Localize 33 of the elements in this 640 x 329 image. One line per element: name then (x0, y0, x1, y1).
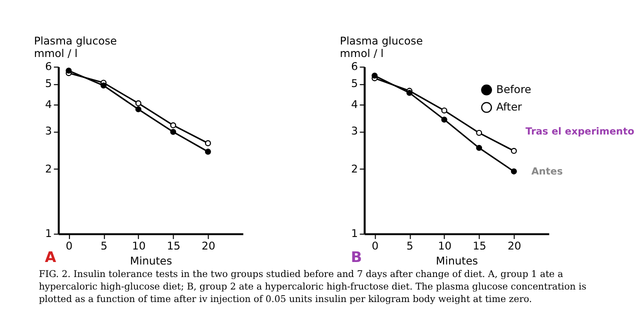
x-axis-title: Minutes (130, 254, 172, 268)
y-axis-title: Plasma glucose mmol / l (340, 34, 423, 60)
y-tick-label: 3 (45, 124, 52, 138)
x-tick-label: 0 (66, 240, 73, 253)
y-tick-label: 4 (351, 98, 358, 111)
y-tick-label: 6 (45, 60, 52, 74)
x-tick-label: 20 (202, 240, 216, 253)
y-tick-label: 4 (45, 98, 52, 111)
y-tick-label: 5 (351, 77, 358, 90)
x-tick-label: 15 (166, 240, 180, 253)
y-tick-label: 5 (45, 77, 52, 90)
y-tick-label: 1 (45, 227, 52, 240)
legend-label: Before (496, 82, 532, 96)
x-tick-label: 10 (438, 240, 452, 253)
x-tick-label: 15 (472, 240, 486, 253)
legend-label: After (496, 100, 523, 114)
x-tick-label: 0 (372, 240, 379, 253)
y-tick-label: 3 (351, 124, 358, 138)
x-axis-title: Minutes (436, 254, 478, 268)
y-tick-label: 1 (351, 227, 358, 240)
annotation: Tras el experimento (526, 126, 635, 138)
text: A (44, 248, 57, 266)
y-tick-label: 6 (351, 60, 358, 74)
y-tick-label: 2 (45, 162, 52, 176)
x-tick-label: 20 (508, 240, 522, 253)
x-tick-label: 5 (406, 240, 414, 253)
annotation: Antes (531, 166, 564, 178)
y-tick-label: 2 (351, 162, 358, 176)
caption: FIG. 2. Insulin tolerance tests in the two groups studied before and 7 days after change of diet. A, group 1 ate a hypercaloric high-glucose diet; B, group 2 ate a hypercaloric high-fructose diet. The plasma glucose concentration is plotted as a function of time after iv injection of 0.05 units insulin per kilogram body weight at time zero. (38, 268, 587, 306)
y-axis-title: Plasma glucose mmol / l (34, 34, 117, 60)
x-tick-label: 10 (132, 240, 146, 253)
text: B (350, 248, 362, 266)
x-tick-label: 5 (100, 240, 108, 253)
